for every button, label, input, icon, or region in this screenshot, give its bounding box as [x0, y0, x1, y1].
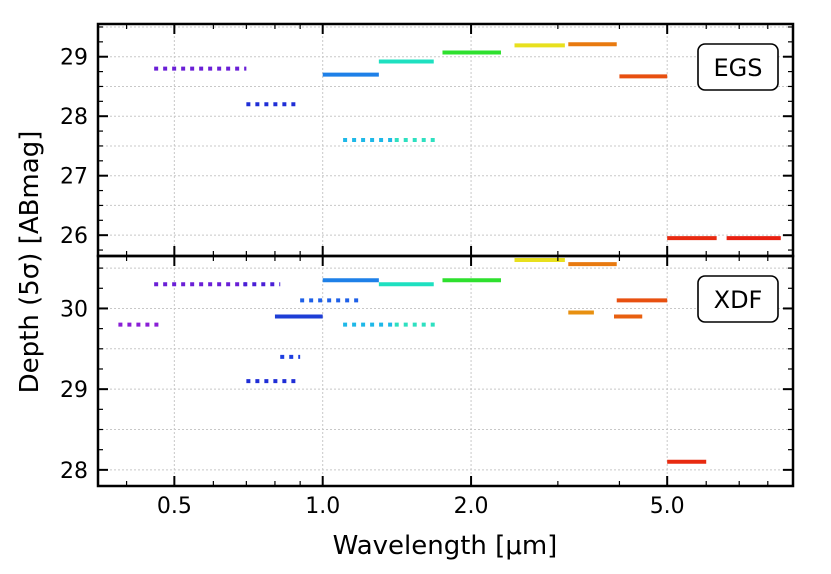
x-tick-label: 1.0: [305, 494, 340, 519]
label-layer: 26 27 28 29 EGS 28 29 30 XDF 0.5 1.0 2.0 5.0: [60, 43, 779, 519]
segment-layer: [118, 42, 781, 464]
xdf-label-box: [697, 275, 779, 323]
egs-label-text: EGS: [714, 54, 763, 82]
egs-panel-frame: [96, 22, 795, 258]
y-tick-label: 28: [60, 105, 88, 130]
y-tick-label: 30: [60, 297, 88, 322]
grid-layer: [98, 24, 793, 486]
x-tick-label: 0.5: [157, 494, 192, 519]
y-tick-label: 29: [60, 46, 88, 71]
y-tick-label: 28: [60, 459, 88, 484]
axes-layer: [96, 22, 795, 488]
x-tick-label: 2.0: [454, 494, 489, 519]
xdf-label-text: XDF: [714, 286, 763, 314]
y-tick-label: 29: [60, 378, 88, 403]
egs-label-box: [697, 43, 779, 91]
x-tick-label: 5.0: [650, 494, 685, 519]
xdf-panel-frame: [96, 254, 795, 488]
y-tick-label: 26: [60, 224, 88, 249]
y-axis-label: Depth (5σ) [ABmag]: [15, 131, 45, 394]
x-axis-label: Wavelength [μm]: [333, 531, 558, 561]
y-tick-label: 27: [60, 165, 88, 190]
